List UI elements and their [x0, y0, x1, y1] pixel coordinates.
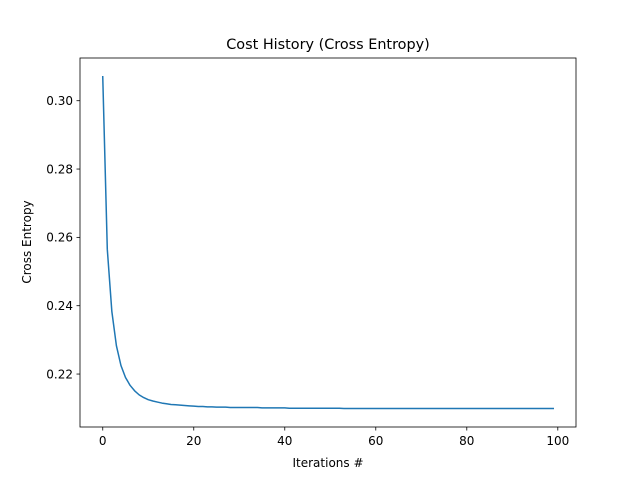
x-axis: 0 20 40 60 80 100: [99, 427, 569, 448]
x-tick-label: 0: [99, 434, 107, 448]
y-tick-label: 0.26: [46, 231, 73, 245]
y-axis-label: Cross Entropy: [20, 200, 34, 283]
y-axis: 0.22 0.24 0.26 0.28 0.30: [46, 94, 80, 381]
x-tick-label: 100: [546, 434, 569, 448]
axes-frame: [79, 57, 577, 428]
series-line-0: [101, 76, 554, 410]
chart-title: Cost History (Cross Entropy): [226, 37, 430, 53]
x-tick-label: 80: [459, 434, 474, 448]
y-tick-label: 0.28: [46, 162, 73, 176]
y-tick-label: 0.22: [46, 367, 73, 381]
y-tick-label: 0.24: [46, 299, 73, 313]
x-axis-label: Iterations #: [292, 456, 363, 470]
y-tick-label: 0.30: [46, 94, 73, 108]
plot-area: [101, 76, 554, 410]
x-tick-label: 20: [186, 434, 201, 448]
x-tick-label: 60: [368, 434, 383, 448]
x-tick-label: 40: [277, 434, 292, 448]
